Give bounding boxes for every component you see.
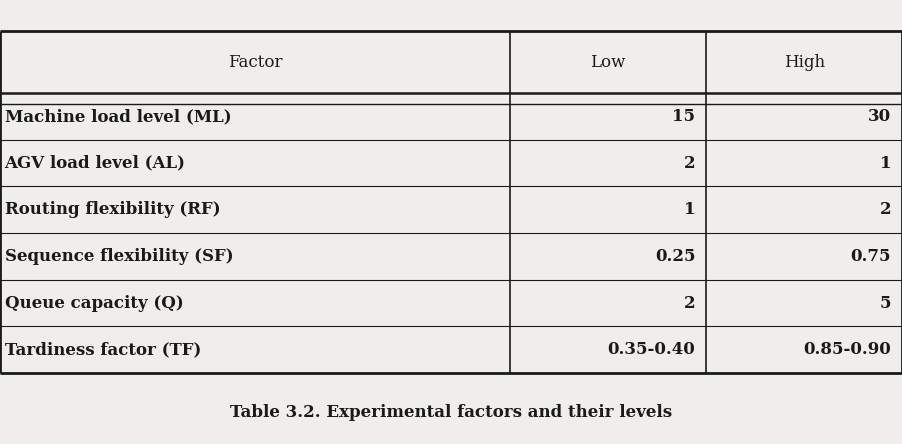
Text: Sequence flexibility (SF): Sequence flexibility (SF) [5,248,233,265]
Text: Machine load level (ML): Machine load level (ML) [5,108,231,125]
Text: High: High [784,54,824,71]
Text: 0.35-0.40: 0.35-0.40 [608,341,695,358]
Text: 0.25: 0.25 [655,248,695,265]
Text: 1: 1 [684,201,695,218]
Text: Low: Low [590,54,626,71]
Text: 2: 2 [879,201,891,218]
Text: Tardiness factor (TF): Tardiness factor (TF) [5,341,201,358]
Text: 30: 30 [868,108,891,125]
Text: 1: 1 [879,155,891,172]
Text: 15: 15 [673,108,695,125]
Text: Queue capacity (Q): Queue capacity (Q) [5,294,183,312]
Text: 5: 5 [879,294,891,312]
Text: Table 3.2. Experimental factors and their levels: Table 3.2. Experimental factors and thei… [230,404,672,421]
Text: 0.85-0.90: 0.85-0.90 [804,341,891,358]
Text: Routing flexibility (RF): Routing flexibility (RF) [5,201,220,218]
Text: 2: 2 [684,294,695,312]
Text: 0.75: 0.75 [851,248,891,265]
Text: 2: 2 [684,155,695,172]
Text: AGV load level (AL): AGV load level (AL) [5,155,186,172]
Text: Factor: Factor [227,54,282,71]
